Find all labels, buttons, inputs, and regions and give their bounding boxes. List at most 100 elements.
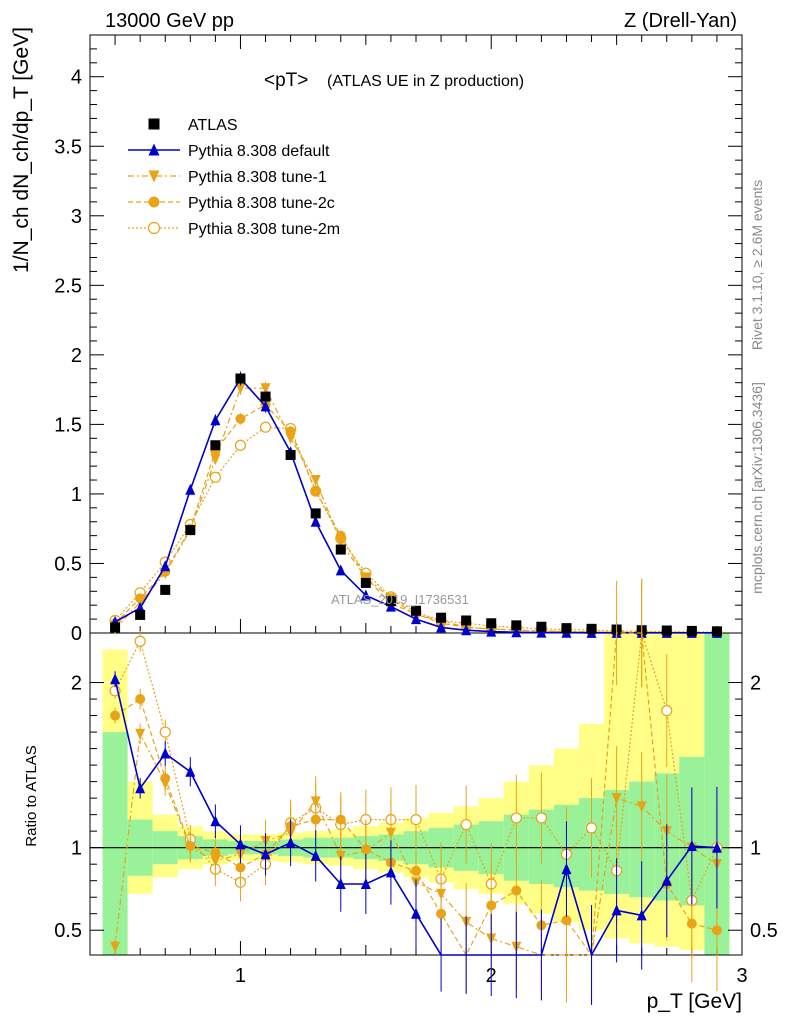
ratio-point [335,877,346,889]
main-point [235,413,246,424]
watermark: ATLAS_2019_I1736531 [331,592,469,607]
main-point [235,373,246,384]
ratio-y-axis-label: Ratio to ATLAS [23,745,40,846]
ratio-point [185,842,196,854]
main-series-atlas [110,373,722,637]
ratio-point [360,845,371,857]
main-title: <pT> [264,70,308,91]
ratio-point [159,726,171,738]
ratio-point [134,635,146,647]
x-tick-label: 1 [235,965,246,987]
main-y-tick-label: 0 [71,623,82,645]
ratio-point [436,888,447,900]
main-point [536,621,547,632]
ratio-point [235,838,246,850]
ratio-point [385,866,396,878]
main-point [160,584,171,595]
main-point [335,564,346,576]
ratio-point [385,827,396,839]
axis-ticks: 00.511.522.533.541 2 30.5 0.51 12 2 [54,35,778,987]
main-y-tick-label: 2 [71,345,82,367]
rivet-label: Rivet 3.1.10, ≥ 2.6M events [749,180,765,350]
main-point [260,391,271,402]
legend-marker [148,170,160,183]
ratio-point [135,782,146,794]
legend-marker [148,143,160,156]
ratio-series-layer [109,578,723,1005]
main-y-tick-label: 0.5 [54,553,82,575]
main-point [259,421,272,433]
main-point [160,560,171,572]
ratio-point [636,909,647,921]
main-point [360,589,371,601]
main-y-tick-label: 3 [71,206,82,228]
ratio-point [310,849,321,861]
ratio-series-pythia-8-308-default [110,671,722,1005]
main-point [536,626,547,638]
ratio-point [210,815,221,827]
ratio-point [511,885,522,896]
ratio-point [561,863,572,875]
ratio-point [160,747,171,759]
main-point [486,625,497,637]
legend-entry-pythia-8-308-tune-2m: Pythia 8.308 tune-2m [128,221,340,238]
ratio-point [611,904,622,916]
main-y-tick-label: 4 [71,67,82,89]
main-point [461,615,472,626]
ratio-y-tick-label: 1 [71,838,82,860]
main-point [511,626,522,638]
legend-label: Pythia 8.308 tune-2c [188,195,335,212]
main-point [586,623,597,634]
main-point [310,515,321,527]
ratio-point [686,840,697,852]
ratio-point [310,796,321,808]
ratio-point [711,841,722,853]
main-point [135,609,146,620]
main-point [335,537,346,549]
main-point [661,625,672,636]
main-y-tick-label: 1 [71,484,82,506]
ratio-point [611,793,622,805]
main-point [511,620,522,631]
ratio-point [185,765,196,777]
ratio-point [335,814,346,825]
x-tick-label: 3 [736,965,747,987]
ratio-y-tick-label-right: 2 [750,673,761,695]
main-point [711,626,722,637]
ratio-point [110,673,121,685]
mcplots-label: mcplots.cern.ch [arXiv:1306.3436] [749,382,765,594]
legend-marker [148,118,160,130]
ratio-point [686,918,697,929]
main-point [185,525,196,536]
main-point [561,623,572,634]
ratio-point [110,941,121,953]
ratio-point [585,822,598,834]
main-point [436,621,447,633]
ratio-y-tick-label-right: 0.5 [750,920,778,942]
main-point [310,486,321,497]
ratio-point [411,907,421,919]
main-point [210,440,221,451]
main-point [310,475,321,487]
ratio-point [135,694,146,705]
main-point [411,613,421,625]
ratio-point [711,925,722,936]
main-point [285,433,296,445]
ratio-point [661,874,672,886]
main-point [310,508,321,519]
main-point [686,625,697,636]
band-green [102,732,128,955]
main-point [411,605,421,616]
ratio-point [110,710,121,721]
ratio-point [535,812,547,824]
main-point [461,624,472,636]
ratio-point [160,778,171,790]
legend-label: ATLAS [188,117,238,134]
header-right: Z (Drell-Yan) [624,10,737,32]
main-point [285,449,296,460]
main-point [234,439,247,451]
main-y-tick-label: 2.5 [54,275,82,297]
legend-entry-pythia-8-308-default: Pythia 8.308 default [128,143,330,160]
main-y-tick-label: 3.5 [54,136,82,158]
